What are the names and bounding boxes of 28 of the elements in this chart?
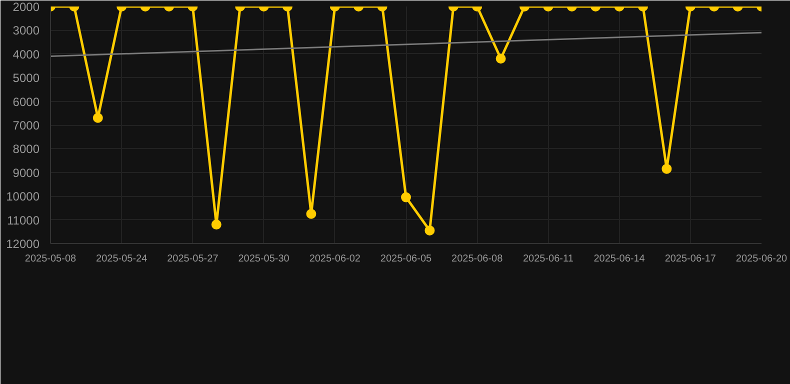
x-tick-label: 2025-06-20: [736, 254, 788, 264]
point: [662, 164, 672, 174]
x-tick-label: 2025-06-02: [309, 254, 361, 264]
x-tick-label: 2025-06-11: [522, 254, 574, 264]
y-tick-label: 10000: [6, 190, 40, 204]
point: [424, 225, 435, 236]
y-tick-label: 3000: [12, 24, 40, 38]
x-tick-label: 2025-05-24: [96, 254, 148, 264]
point: [211, 220, 222, 230]
point: [401, 192, 411, 202]
y-tick-label: 5000: [12, 71, 40, 86]
x-tick-label: 2025-05-08: [24, 254, 77, 264]
y-tick-label: 6000: [12, 94, 40, 109]
y-tick-label: 12000: [6, 237, 40, 251]
y-tick-label: 7000: [12, 118, 40, 132]
y-tick-label: 4000: [12, 47, 40, 62]
y-tick-label: 2000: [12, 0, 40, 14]
x-tick-label: 2025-05-27: [167, 254, 219, 264]
x-tick-label: 2025-05-30: [238, 254, 290, 264]
point: [92, 112, 103, 123]
y-tick-label: 9000: [12, 166, 40, 180]
y-tick-label: 8000: [12, 142, 40, 156]
x-tick-label: 2025-06-08: [452, 254, 504, 264]
x-tick-label: 2025-06-14: [594, 254, 646, 264]
point: [306, 208, 316, 219]
x-tick-label: 2025-06-17: [664, 254, 716, 264]
x-tick-label: 2025-06-05: [380, 254, 432, 264]
y-tick-label: 11000: [7, 213, 40, 228]
